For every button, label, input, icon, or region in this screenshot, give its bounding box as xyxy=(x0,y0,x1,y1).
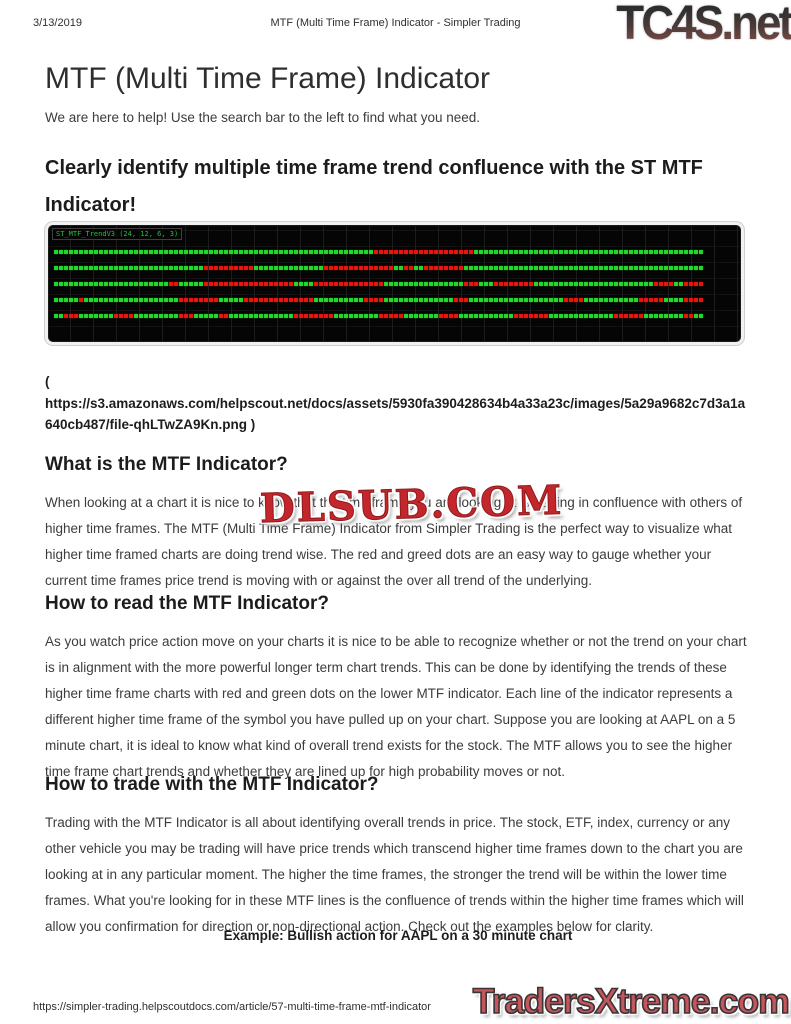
article-headline: Clearly identify multiple time frame tre… xyxy=(45,157,703,216)
mtf-indicator-dot-rows xyxy=(54,250,704,330)
mtf-dot-row xyxy=(54,314,704,318)
example-caption: Example: Bullish action for AAPL on a 30… xyxy=(223,928,573,943)
image-source-link: ( https://s3.amazonaws.com/helpscout.net… xyxy=(45,371,751,436)
image-source-paren: ( xyxy=(45,374,50,389)
mtf-dot-row xyxy=(54,266,704,270)
tradersxtreme-site-logo: TradersXtreme.com xyxy=(472,981,791,1022)
tc4s-site-logo: TC4S.net xyxy=(616,0,791,51)
section-heading-how-to-trade: How to trade with the MTF Indicator? xyxy=(45,774,379,795)
mtf-dot-row xyxy=(54,298,704,302)
mtf-indicator-figure: ST_MTF_TrendV3 (24, 12, 6, 3) xyxy=(45,222,744,345)
print-date: 3/13/2019 xyxy=(33,17,82,29)
print-footer-url: https://simpler-trading.helpscoutdocs.co… xyxy=(33,1001,431,1013)
section-body-how-to-trade: Trading with the MTF Indicator is all ab… xyxy=(45,815,744,934)
mtf-dot-row xyxy=(54,250,704,254)
mtf-dot-row xyxy=(54,282,704,286)
section-body-what-is: When looking at a chart it is nice to kn… xyxy=(45,495,743,588)
dlsub-watermark: DLSUB.COM xyxy=(259,476,564,533)
section-heading-how-to-read: How to read the MTF Indicator? xyxy=(45,593,329,614)
indicator-study-label: ST_MTF_TrendV3 (24, 12, 6, 3) xyxy=(52,228,183,240)
intro-text: We are here to help! Use the search bar … xyxy=(45,110,481,125)
section-heading-what-is: What is the MTF Indicator? xyxy=(45,454,288,475)
page-title: MTF (Multi Time Frame) Indicator xyxy=(45,62,491,95)
section-body-how-to-read: As you watch price action move on your c… xyxy=(45,634,747,779)
print-document-title: MTF (Multi Time Frame) Indicator - Simpl… xyxy=(270,17,521,29)
image-source-url: https://s3.amazonaws.com/helpscout.net/d… xyxy=(45,395,746,433)
